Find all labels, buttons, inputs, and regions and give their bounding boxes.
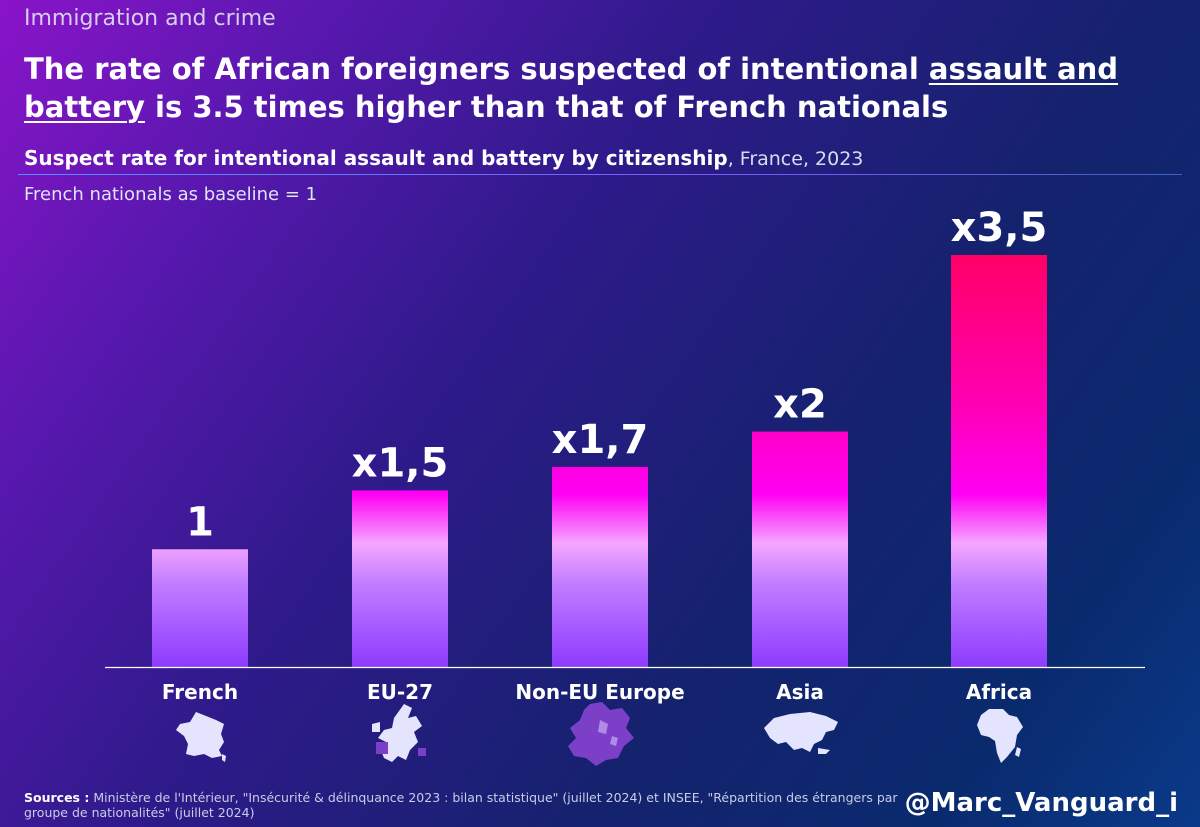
headline-part1: The rate of African foreigners suspected… [24, 52, 929, 86]
divider [18, 174, 1182, 175]
france-map-icon [176, 712, 226, 762]
baseline-note: French nationals as baseline = 1 [24, 184, 318, 205]
subtitle-bold: Suspect rate for intentional assault and… [24, 146, 728, 170]
value-label: 1 [186, 499, 214, 545]
category-label: Asia [776, 680, 824, 704]
headline-underlined-2: battery [24, 90, 145, 124]
kicker: Immigration and crime [24, 6, 276, 31]
subtitle-plain: , France, 2023 [727, 148, 864, 170]
bar-africa [951, 255, 1047, 667]
bar-non-eu-europe [552, 466, 648, 667]
category-label: Non-EU Europe [515, 680, 684, 704]
chart-subtitle: Suspect rate for intentional assault and… [24, 146, 863, 170]
headline: The rate of African foreigners suspected… [24, 50, 1174, 126]
sources-label: Sources : [24, 790, 90, 805]
value-label: x1,5 [352, 440, 449, 486]
value-label: x3,5 [951, 205, 1048, 251]
headline-part2: is 3.5 times higher than that of French … [144, 90, 949, 124]
author-handle: @Marc_Vanguard_i [904, 788, 1178, 818]
value-label: x2 [773, 382, 827, 428]
category-label: French [162, 680, 238, 704]
bar-asia [752, 431, 848, 667]
category-label: Africa [966, 680, 1032, 704]
asia-map-icon [764, 712, 838, 754]
category-label: EU-27 [367, 680, 433, 704]
sources-text: Ministère de l'Intérieur, "Insécurité & … [24, 790, 898, 820]
value-label: x1,7 [552, 417, 649, 463]
africa-map-icon [977, 709, 1023, 763]
headline-underlined-1: assault and [928, 52, 1119, 86]
bar-french [152, 549, 248, 667]
eu27-map-icon [372, 704, 426, 762]
non-eu-europe-map-icon [568, 702, 634, 766]
sources-note: Sources : Ministère de l'Intérieur, "Ins… [24, 790, 914, 820]
bar-eu-27 [352, 490, 448, 667]
